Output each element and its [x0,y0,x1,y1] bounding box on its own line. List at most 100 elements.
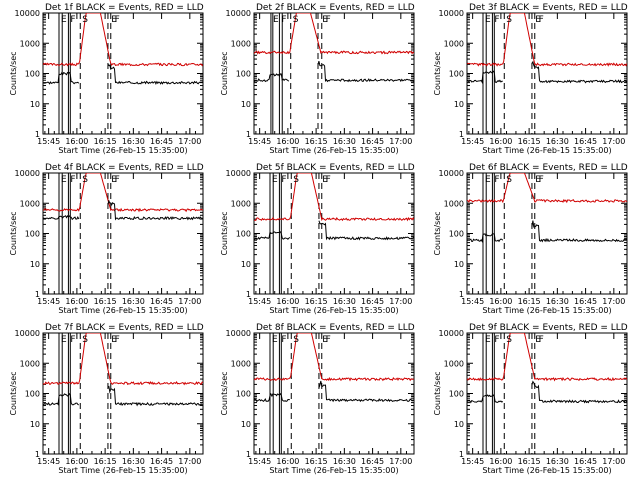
panel-det-7: Det 7f BLACK = Events, RED = LLD 1 10 100 10… [9,323,204,475]
panel-title: Det 5f BLACK = Events, RED = LLD [256,163,415,173]
panel-det-5: Det 5f BLACK = Events, RED = LLD 1 10 100 10… [220,163,415,315]
flag-letter-f: F [326,175,331,185]
flag-letter-e: E [322,335,328,345]
y-tick-label: 1000 [231,359,251,368]
flag-letter-f: F [70,335,75,345]
panel-title: Det 8f BLACK = Events, RED = LLD [256,323,415,333]
x-tick-label: 16:15 [305,137,328,146]
y-tick-label: 10000 [15,169,40,178]
plot-area [254,13,414,134]
lld-series-line [467,173,627,204]
x-tick-label: 16:00 [276,137,299,146]
x-tick-label: 17:00 [178,137,201,146]
y-tick-label: 1000 [444,359,464,368]
y-axis-label: Counts/sec [433,371,442,415]
x-tick-label: 16:00 [489,137,512,146]
events-series-line [43,393,80,406]
flag-letter-f: F [539,335,544,345]
flag-letter-s: S [82,175,88,185]
y-tick-label: 1 [459,290,464,299]
events-series-line [43,71,80,85]
y-tick-label: 1000 [231,199,251,208]
x-tick-label: 16:15 [305,297,328,306]
x-axis-label: Start Time (26-Feb-15 15:35:00) [58,306,187,315]
y-axis-label: Counts/sec [9,51,18,95]
flag-letter-e: E [485,335,491,345]
plot-area [467,173,627,294]
x-tick-label: 16:30 [122,297,145,306]
x-axis-label: Start Time (26-Feb-15 15:35:00) [58,146,187,155]
y-tick-label: 10000 [226,329,251,338]
x-tick-label: 15:45 [248,457,271,466]
x-tick-label: 15:45 [248,137,271,146]
flag-letter-s: S [82,335,88,345]
flag-letter-f: F [539,15,544,25]
y-tick-label: 1000 [20,199,40,208]
y-axis-label: Counts/sec [9,371,18,415]
flag-letter-f: F [115,15,120,25]
y-tick-label: 10000 [226,169,251,178]
x-tick-label: 16:30 [546,137,569,146]
panel-title: Det 7f BLACK = Events, RED = LLD [45,323,204,333]
flag-letter-s: S [506,335,512,345]
panel-title: Det 4f BLACK = Events, RED = LLD [45,163,204,173]
flag-letter-e: E [61,335,67,345]
x-tick-label: 16:45 [150,457,173,466]
lld-series-line [43,13,203,67]
y-axis-label: Counts/sec [220,371,229,415]
y-tick-label: 100 [25,70,40,79]
y-tick-label: 1 [35,450,40,459]
panel-det-8: Det 8f BLACK = Events, RED = LLD 1 10 100 10… [220,323,415,475]
flag-letter-e: E [273,15,279,25]
panel-grid: Det 1f BLACK = Events, RED = LLD 1 10 100 10… [9,3,628,475]
y-tick-label: 1 [459,130,464,139]
y-tick-label: 10 [30,100,40,109]
x-tick-label: 16:00 [65,137,88,146]
x-tick-label: 16:15 [94,297,117,306]
x-axis-label: Start Time (26-Feb-15 15:35:00) [482,466,611,475]
lld-series-line [467,333,627,382]
x-tick-label: 15:45 [461,457,484,466]
lld-series-line [254,13,414,55]
panel-det-9: Det 9f BLACK = Events, RED = LLD 1 10 100 10… [433,323,628,475]
flag-letter-e: E [272,335,278,345]
plot-area [467,13,627,134]
plot-area [43,173,203,294]
flag-letter-f: F [494,335,499,345]
events-series-line [254,73,290,83]
x-axis-label: Start Time (26-Feb-15 15:35:00) [269,146,398,155]
x-tick-label: 16:15 [94,457,117,466]
y-tick-label: 10000 [439,169,464,178]
x-tick-label: 17:00 [602,297,625,306]
x-tick-label: 16:45 [574,297,597,306]
flag-letter-f: F [115,175,120,185]
y-tick-label: 10 [30,260,40,269]
x-tick-label: 16:30 [333,297,356,306]
flag-letter-s: S [293,335,299,345]
x-tick-label: 15:45 [461,297,484,306]
y-tick-label: 1000 [231,39,251,48]
x-tick-label: 16:45 [150,297,173,306]
x-tick-label: 17:00 [602,457,625,466]
y-axis-label: Counts/sec [220,51,229,95]
flag-letter-f: F [326,15,331,25]
x-axis-label: Start Time (26-Feb-15 15:35:00) [58,466,187,475]
flag-letter-f: F [494,15,499,25]
y-tick-label: 10 [30,420,40,429]
y-tick-label: 1 [35,290,40,299]
flag-letter-e: E [322,15,328,25]
y-tick-label: 1000 [20,359,40,368]
x-tick-label: 15:45 [461,137,484,146]
y-tick-label: 10 [454,260,464,269]
y-tick-label: 10 [241,420,251,429]
panel-title: Det 6f BLACK = Events, RED = LLD [469,163,628,173]
y-tick-label: 1 [459,450,464,459]
flag-letter-f: F [281,175,286,185]
flag-letter-e: E [485,175,491,185]
y-tick-label: 10000 [226,9,251,18]
x-tick-label: 16:30 [546,457,569,466]
events-series-line [318,380,414,403]
flag-letter-e: E [535,175,541,185]
y-tick-label: 1000 [444,199,464,208]
